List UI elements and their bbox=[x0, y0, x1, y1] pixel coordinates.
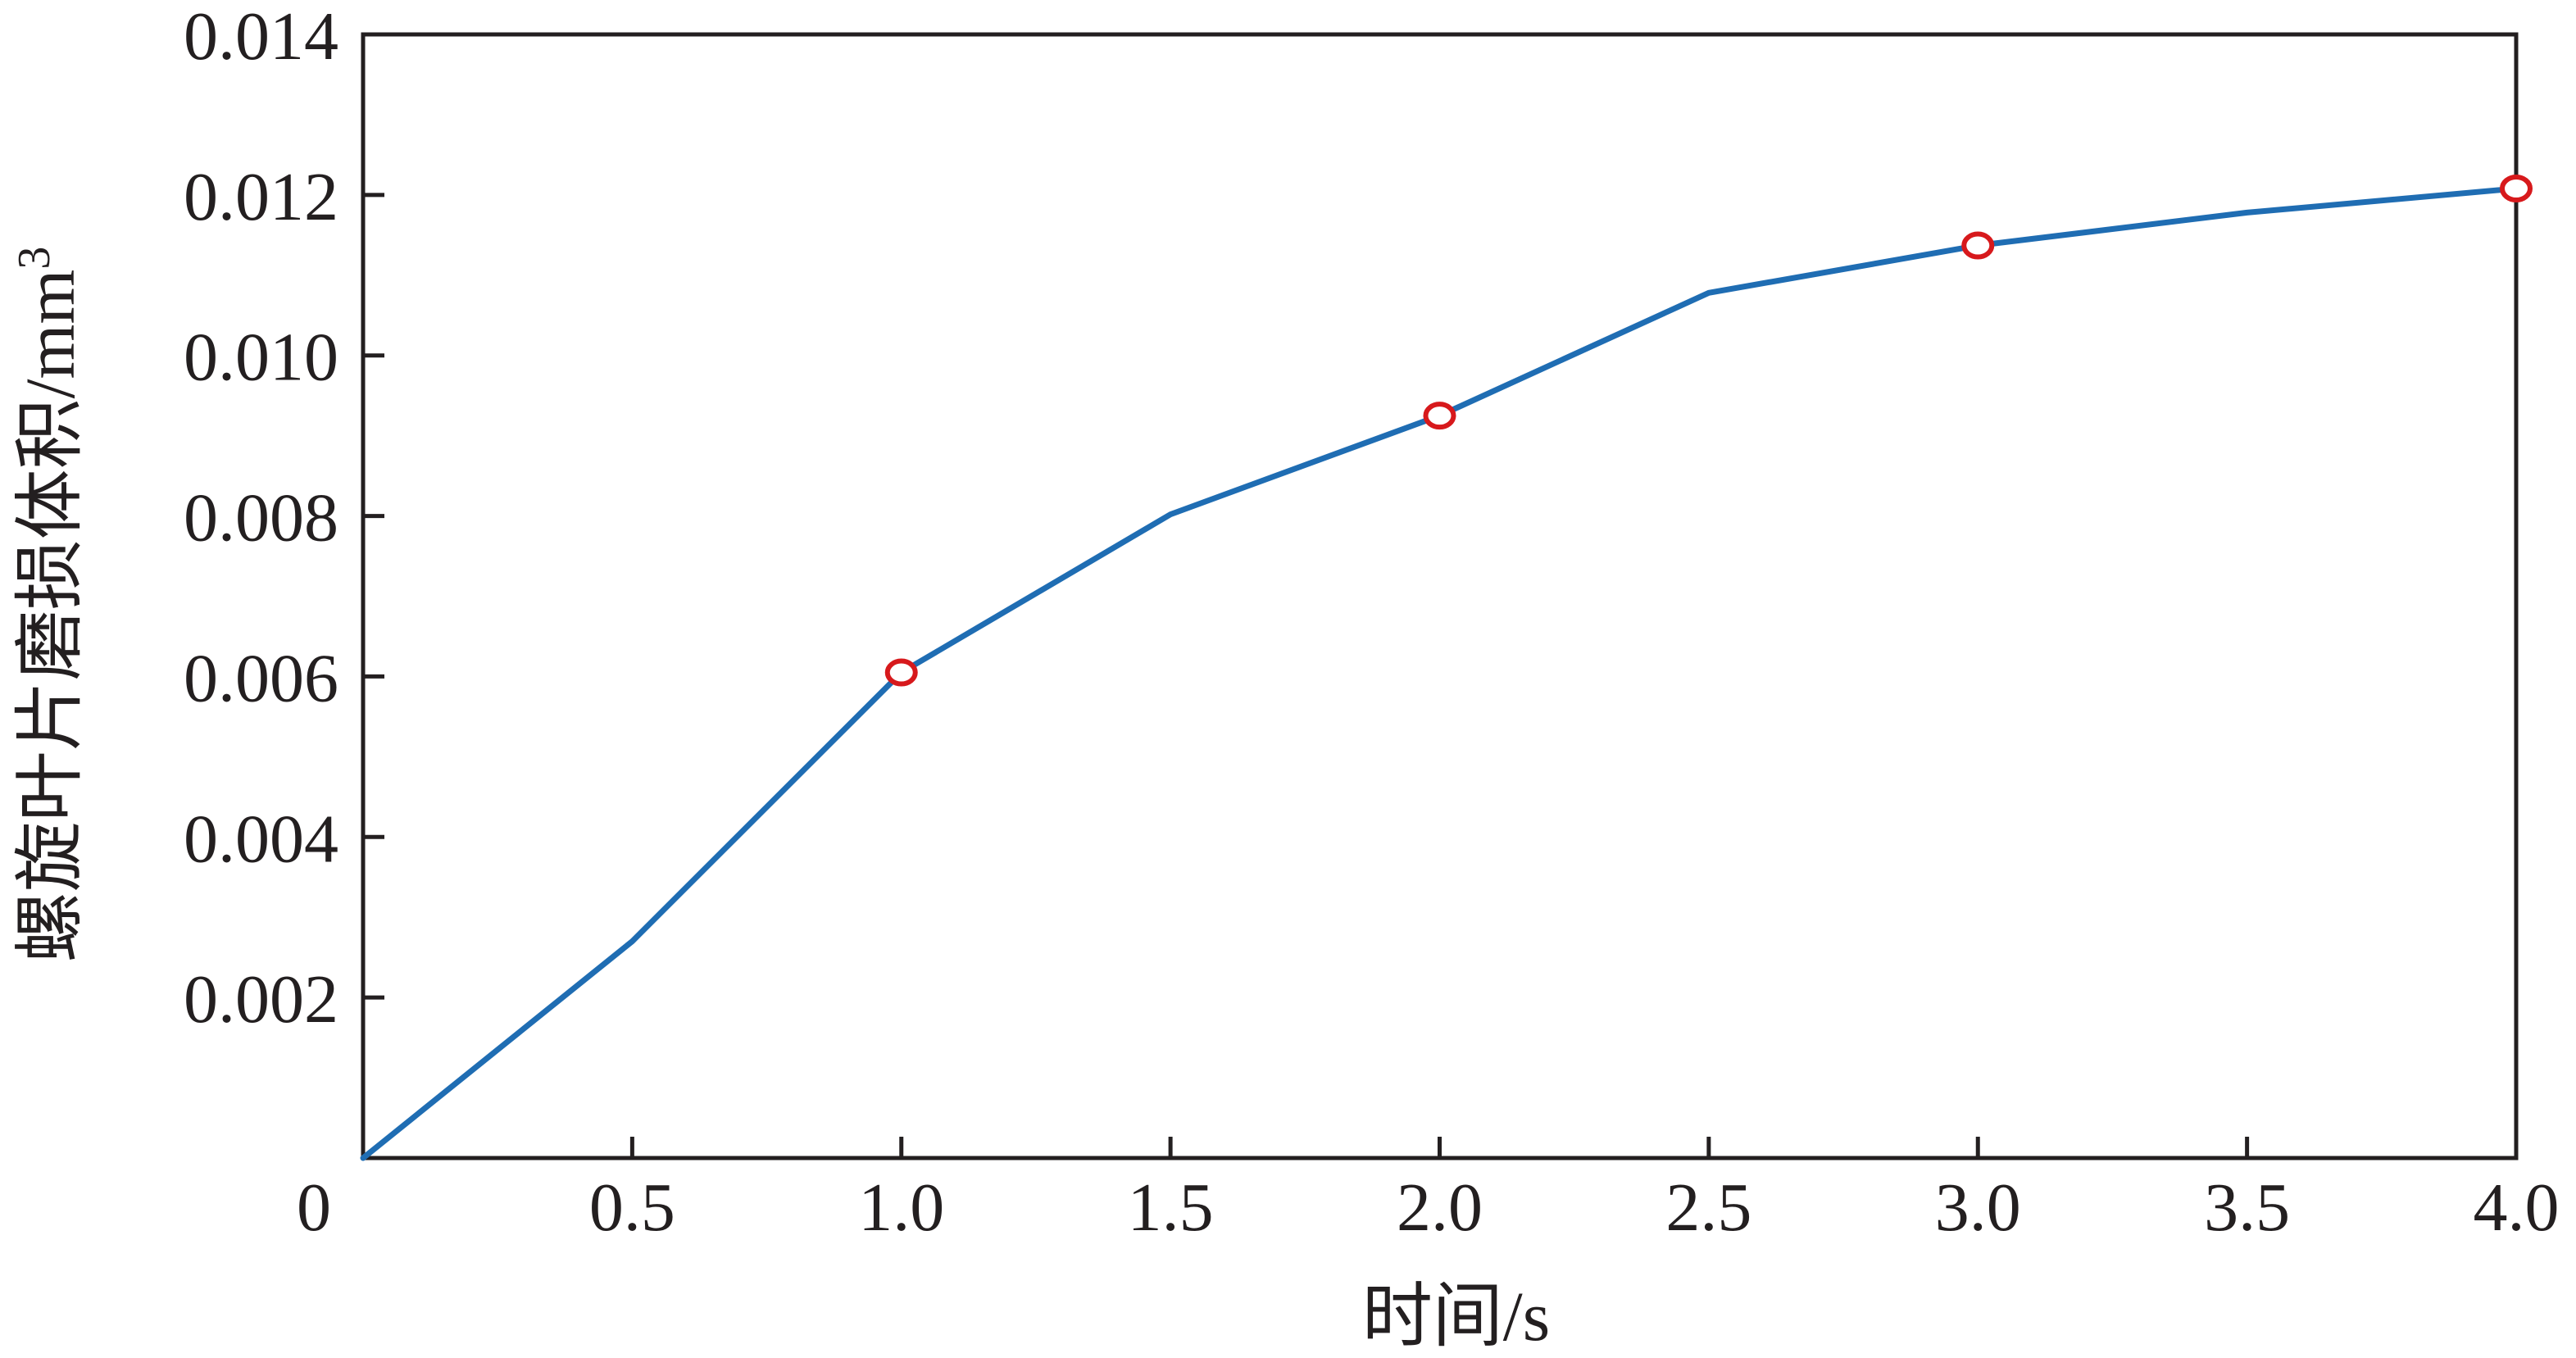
data-point-marker bbox=[884, 658, 918, 687]
y-tick-label: 0.002 bbox=[184, 961, 338, 1038]
y-tick-label: 0.008 bbox=[184, 480, 338, 556]
series-line bbox=[360, 185, 2519, 1161]
y-tick-label: 0.014 bbox=[184, 0, 338, 75]
x-tick-label: 3.0 bbox=[1935, 1170, 2021, 1246]
x-tick-label: 2.5 bbox=[1665, 1170, 1751, 1246]
plot-frame bbox=[361, 32, 2519, 1160]
data-point-marker bbox=[1961, 231, 1995, 260]
y-axis-title: 螺旋叶片磨损体积/mm3 bbox=[9, 247, 89, 963]
y-axis-title-main: 螺旋叶片磨损体积/mm bbox=[11, 270, 89, 963]
x-axis-title: 时间/s bbox=[1362, 1277, 1550, 1356]
y-tick-label: 0.006 bbox=[184, 640, 338, 716]
x-tick-label: 0.5 bbox=[589, 1170, 675, 1246]
x-tick-label: 0 bbox=[297, 1170, 331, 1246]
labels-layer: 时间/s 螺旋叶片磨损体积/mm3 0 0.5 1.0 1.5 2.0 2.5 3.0 3.5… bbox=[9, 0, 2560, 1356]
x-tick-label: 3.5 bbox=[2204, 1170, 2290, 1246]
data-point-marker bbox=[2500, 175, 2533, 203]
y-axis-title-superscript: 3 bbox=[9, 247, 60, 270]
x-tick-label: 4.0 bbox=[2474, 1170, 2560, 1246]
x-tick-label: 1.5 bbox=[1128, 1170, 1214, 1246]
data-point-marker bbox=[1423, 402, 1456, 430]
y-tick-label: 0.010 bbox=[184, 320, 338, 396]
x-tick-label: 2.0 bbox=[1397, 1170, 1483, 1246]
y-tick-label: 0.012 bbox=[184, 159, 338, 235]
x-tick-label: 1.0 bbox=[858, 1170, 944, 1246]
series-layer bbox=[360, 175, 2533, 1161]
y-tick-label: 0.004 bbox=[184, 801, 338, 877]
axes bbox=[361, 32, 2519, 1160]
